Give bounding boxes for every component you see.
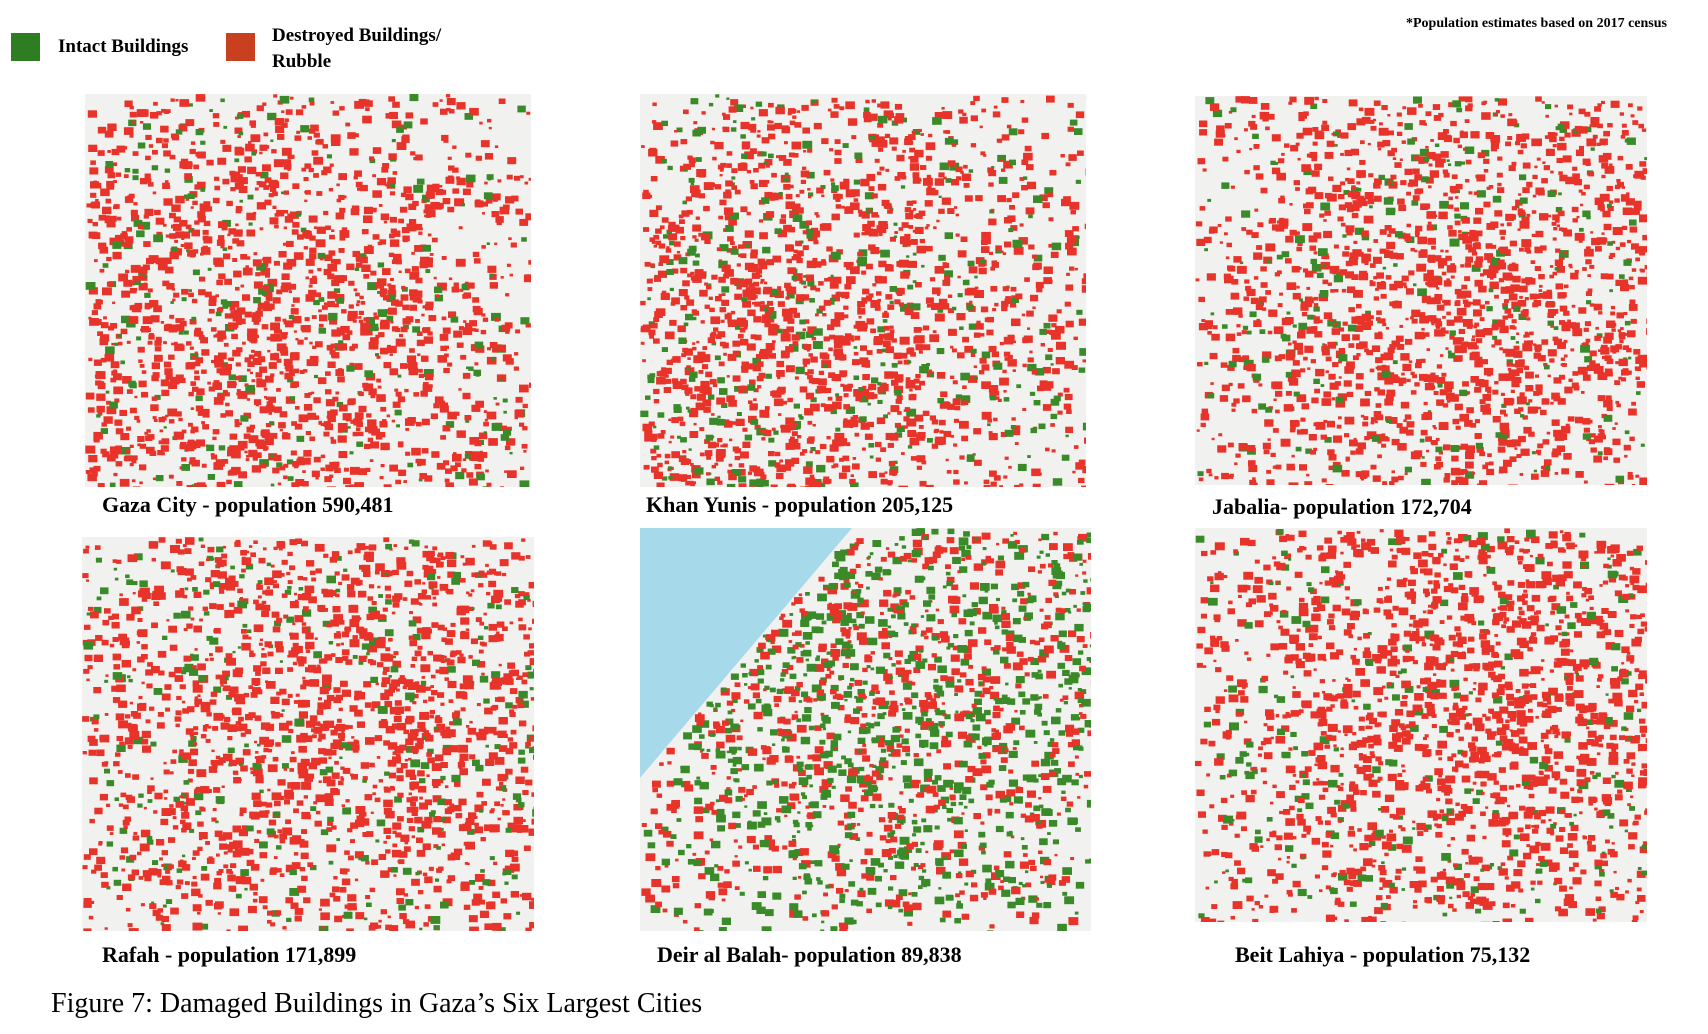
map-graphic: [82, 537, 534, 931]
city-map: [640, 94, 1086, 487]
map-graphic: [85, 94, 531, 487]
map-graphic: [1195, 96, 1647, 485]
map-graphic: [640, 94, 1086, 487]
map-caption: Beit Lahiya - population 75,132: [1235, 942, 1531, 967]
city-map: [82, 537, 534, 931]
map-caption: Khan Yunis - population 205,125: [646, 492, 954, 517]
map-graphic: [1195, 528, 1647, 922]
legend-label: Destroyed Buildings/ Rubble: [272, 25, 442, 72]
city-map: [1195, 528, 1647, 922]
note: *Population estimates based on 2017 cens…: [1406, 16, 1667, 31]
map-caption: Jabalia- population 172,704: [1212, 494, 1472, 519]
map-graphic: [640, 528, 1091, 931]
city-map: [1195, 96, 1647, 485]
legend-swatch: [226, 33, 255, 61]
map-caption: Rafah - population 171,899: [102, 942, 357, 967]
figure-caption: Figure 7: Damaged Buildings in Gaza’s Si…: [51, 988, 703, 1019]
map-caption: Gaza City - population 590,481: [102, 492, 394, 517]
legend-swatch: [11, 33, 40, 61]
city-map: [640, 528, 1091, 931]
city-map: [85, 94, 531, 487]
map-caption: Deir al Balah- population 89,838: [657, 942, 962, 967]
legend-label: Intact Buildings: [58, 36, 189, 57]
